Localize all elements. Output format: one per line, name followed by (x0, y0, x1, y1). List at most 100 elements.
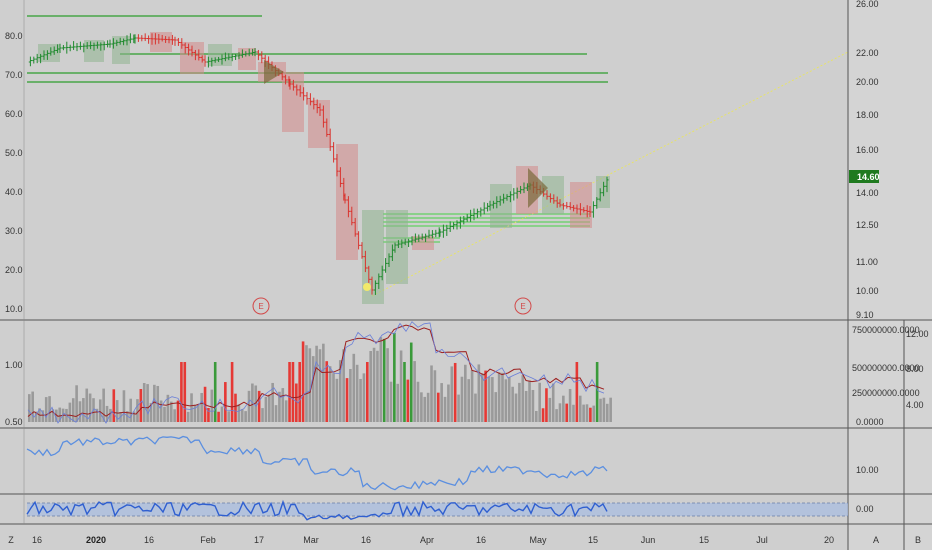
volume-bar (477, 364, 481, 422)
left-axis-label: 10.0 (5, 304, 23, 314)
volume-bar (210, 389, 214, 422)
volume-bar (605, 403, 609, 422)
volume-bar (521, 375, 525, 422)
left-axis-label: 70.0 (5, 70, 23, 80)
time-axis-label: 2020 (86, 535, 106, 545)
volume-bar (518, 382, 521, 422)
volume-bar (217, 411, 220, 422)
volume-bar (58, 407, 62, 422)
volume-bar (115, 400, 119, 422)
volume-bar (592, 405, 596, 422)
right-price-axis[interactable] (848, 0, 904, 550)
indicator-pane[interactable]: 10.00 (26, 435, 879, 491)
volume-bar (338, 360, 342, 422)
volume-bar (504, 379, 508, 422)
volume-bar (551, 383, 555, 422)
volume-bar (582, 404, 585, 422)
left-axis-label: 50.0 (5, 148, 23, 158)
volume-bar (436, 392, 440, 422)
pattern-zone (238, 48, 256, 70)
volume-bar (244, 411, 247, 422)
time-axis[interactable]: 16 2020 16 Feb 17 Mar 16 Apr 16 May 15 J… (32, 535, 834, 545)
volume-bar (267, 394, 271, 422)
volume-bar (197, 404, 200, 422)
volume-bar (34, 411, 38, 422)
volume-bar (78, 401, 82, 422)
volume-bar (139, 389, 143, 422)
time-axis-label: 16 (144, 535, 154, 545)
volume-secondary-line (27, 321, 605, 424)
right-axis-label: 18.00 (856, 110, 879, 120)
price-pane[interactable]: E E 80.0 70.0 60.0 50.0 40.0 30.0 20.0 1… (5, 0, 880, 320)
volume-bar (386, 348, 389, 422)
volume-bar (562, 395, 565, 422)
pattern-zone (570, 182, 592, 228)
volume-bar (589, 407, 592, 422)
volume-bar (531, 389, 535, 422)
volume-bar (68, 402, 72, 422)
volume-bar (545, 388, 548, 422)
volume-bar (315, 345, 318, 422)
time-axis-label: Mar (303, 535, 319, 545)
volume-bar (95, 408, 99, 422)
volume-bar (541, 408, 545, 422)
price-right-axis: 26.00 22.00 20.00 18.00 16.00 14.00 12.5… (856, 0, 879, 320)
earnings-marker[interactable]: E (514, 297, 532, 315)
auto-scale-button[interactable]: A (873, 535, 879, 545)
far-right-axis-label: 12.00 (906, 329, 929, 339)
volume-bar (355, 364, 359, 422)
volume-bar (88, 393, 92, 422)
volume-bar (389, 381, 393, 422)
volume-bar (295, 383, 298, 422)
last-price-badge: 14.60 (849, 170, 880, 183)
right-axis-label: 10.00 (856, 286, 879, 296)
volume-bar (568, 388, 572, 422)
volume-bar (372, 347, 376, 422)
volume-bar (224, 382, 227, 422)
pattern-zone (308, 100, 330, 148)
oscillator-axis-label: 0.00 (856, 504, 874, 514)
volume-bar (325, 361, 329, 422)
right-axis-label: 16.00 (856, 145, 879, 155)
volume-bar (82, 398, 85, 422)
volume-left-axis-label: 0.50 (5, 417, 23, 427)
volume-bar (497, 372, 501, 422)
volume-bar (247, 390, 251, 422)
pattern-zone (336, 144, 358, 260)
volume-bar (142, 383, 146, 422)
trend-line[interactable] (371, 51, 849, 297)
scale-mode-button[interactable]: B (915, 535, 921, 545)
earnings-marker[interactable]: E (252, 297, 270, 315)
time-axis-label: Apr (420, 535, 434, 545)
volume-bar (311, 356, 315, 422)
volume-bar (535, 410, 538, 422)
volume-bar (366, 362, 369, 422)
volume-bar (484, 370, 487, 422)
zoom-reset-button[interactable]: Z (8, 535, 14, 545)
volume-bar (271, 382, 274, 422)
far-right-axis[interactable] (904, 0, 932, 550)
volume-bar (41, 410, 45, 422)
pattern-flag-marker (264, 60, 284, 84)
volume-bar (132, 411, 136, 422)
volume-bar (599, 398, 602, 422)
time-axis-label: 15 (588, 535, 598, 545)
right-axis-label: 26.00 (856, 0, 879, 9)
volume-bar (409, 342, 413, 422)
volume-bar (136, 399, 139, 422)
volume-bar (281, 388, 285, 422)
volume-pane[interactable]: 1.00 0.50 750000000.0000 500000000.0000 … (5, 321, 929, 427)
volume-bar (318, 349, 322, 422)
volume-bar (423, 396, 427, 422)
volume-bar (112, 389, 116, 422)
oscillator-pane[interactable]: 0.00 (26, 499, 874, 521)
volume-bar (71, 398, 75, 422)
volume-bar (183, 362, 187, 422)
volume-bar (538, 382, 541, 422)
time-axis-label: Feb (200, 535, 216, 545)
volume-bar (430, 365, 433, 422)
volume-bar (146, 384, 149, 422)
right-axis-label: 14.00 (856, 188, 879, 198)
